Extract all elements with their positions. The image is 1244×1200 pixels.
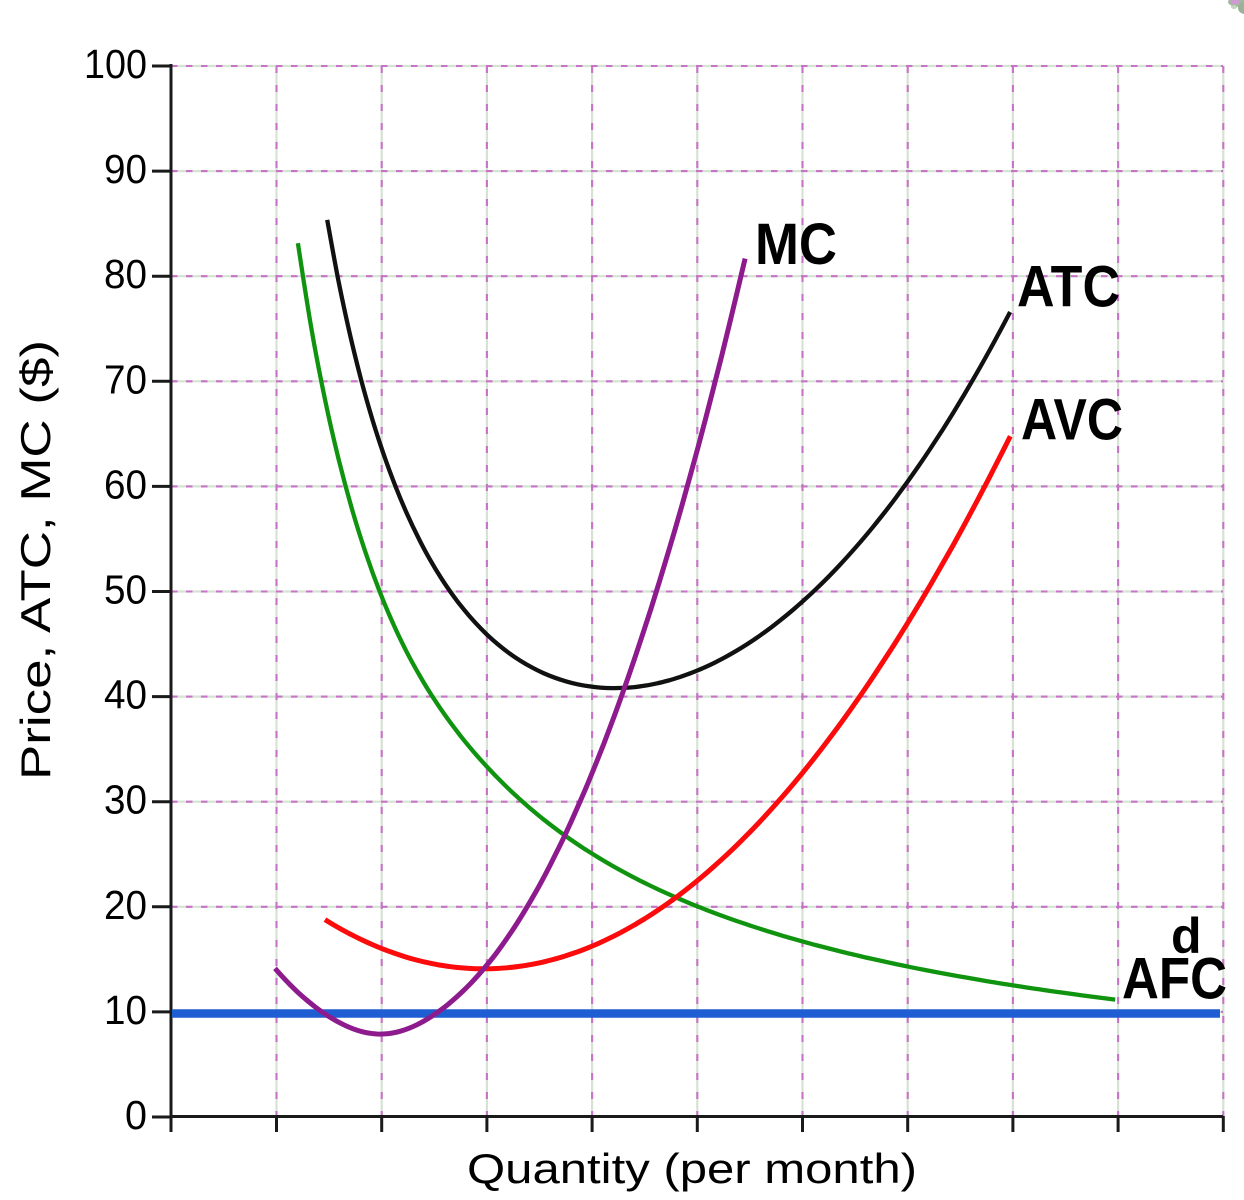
svg-text:30: 30 <box>104 777 147 823</box>
svg-text:Quantity (per month): Quantity (per month) <box>467 1145 917 1192</box>
svg-text:50: 50 <box>104 567 147 613</box>
svg-text:60: 60 <box>104 461 147 507</box>
svg-text:20: 20 <box>104 882 147 928</box>
svg-text:MC: MC <box>755 212 837 277</box>
svg-text:AVC: AVC <box>1021 388 1123 453</box>
svg-text:40: 40 <box>104 672 147 718</box>
svg-text:Price, ATC, MC ($): Price, ATC, MC ($) <box>12 340 59 780</box>
svg-text:70: 70 <box>104 356 147 402</box>
svg-text:AFC: AFC <box>1122 947 1227 1012</box>
svg-text:90: 90 <box>104 146 147 192</box>
svg-text:ATC: ATC <box>1017 255 1120 320</box>
svg-text:80: 80 <box>104 251 147 297</box>
svg-text:100: 100 <box>84 41 147 87</box>
svg-text:10: 10 <box>104 987 147 1033</box>
svg-text:d: d <box>1171 908 1202 964</box>
svg-text:0: 0 <box>125 1092 147 1138</box>
